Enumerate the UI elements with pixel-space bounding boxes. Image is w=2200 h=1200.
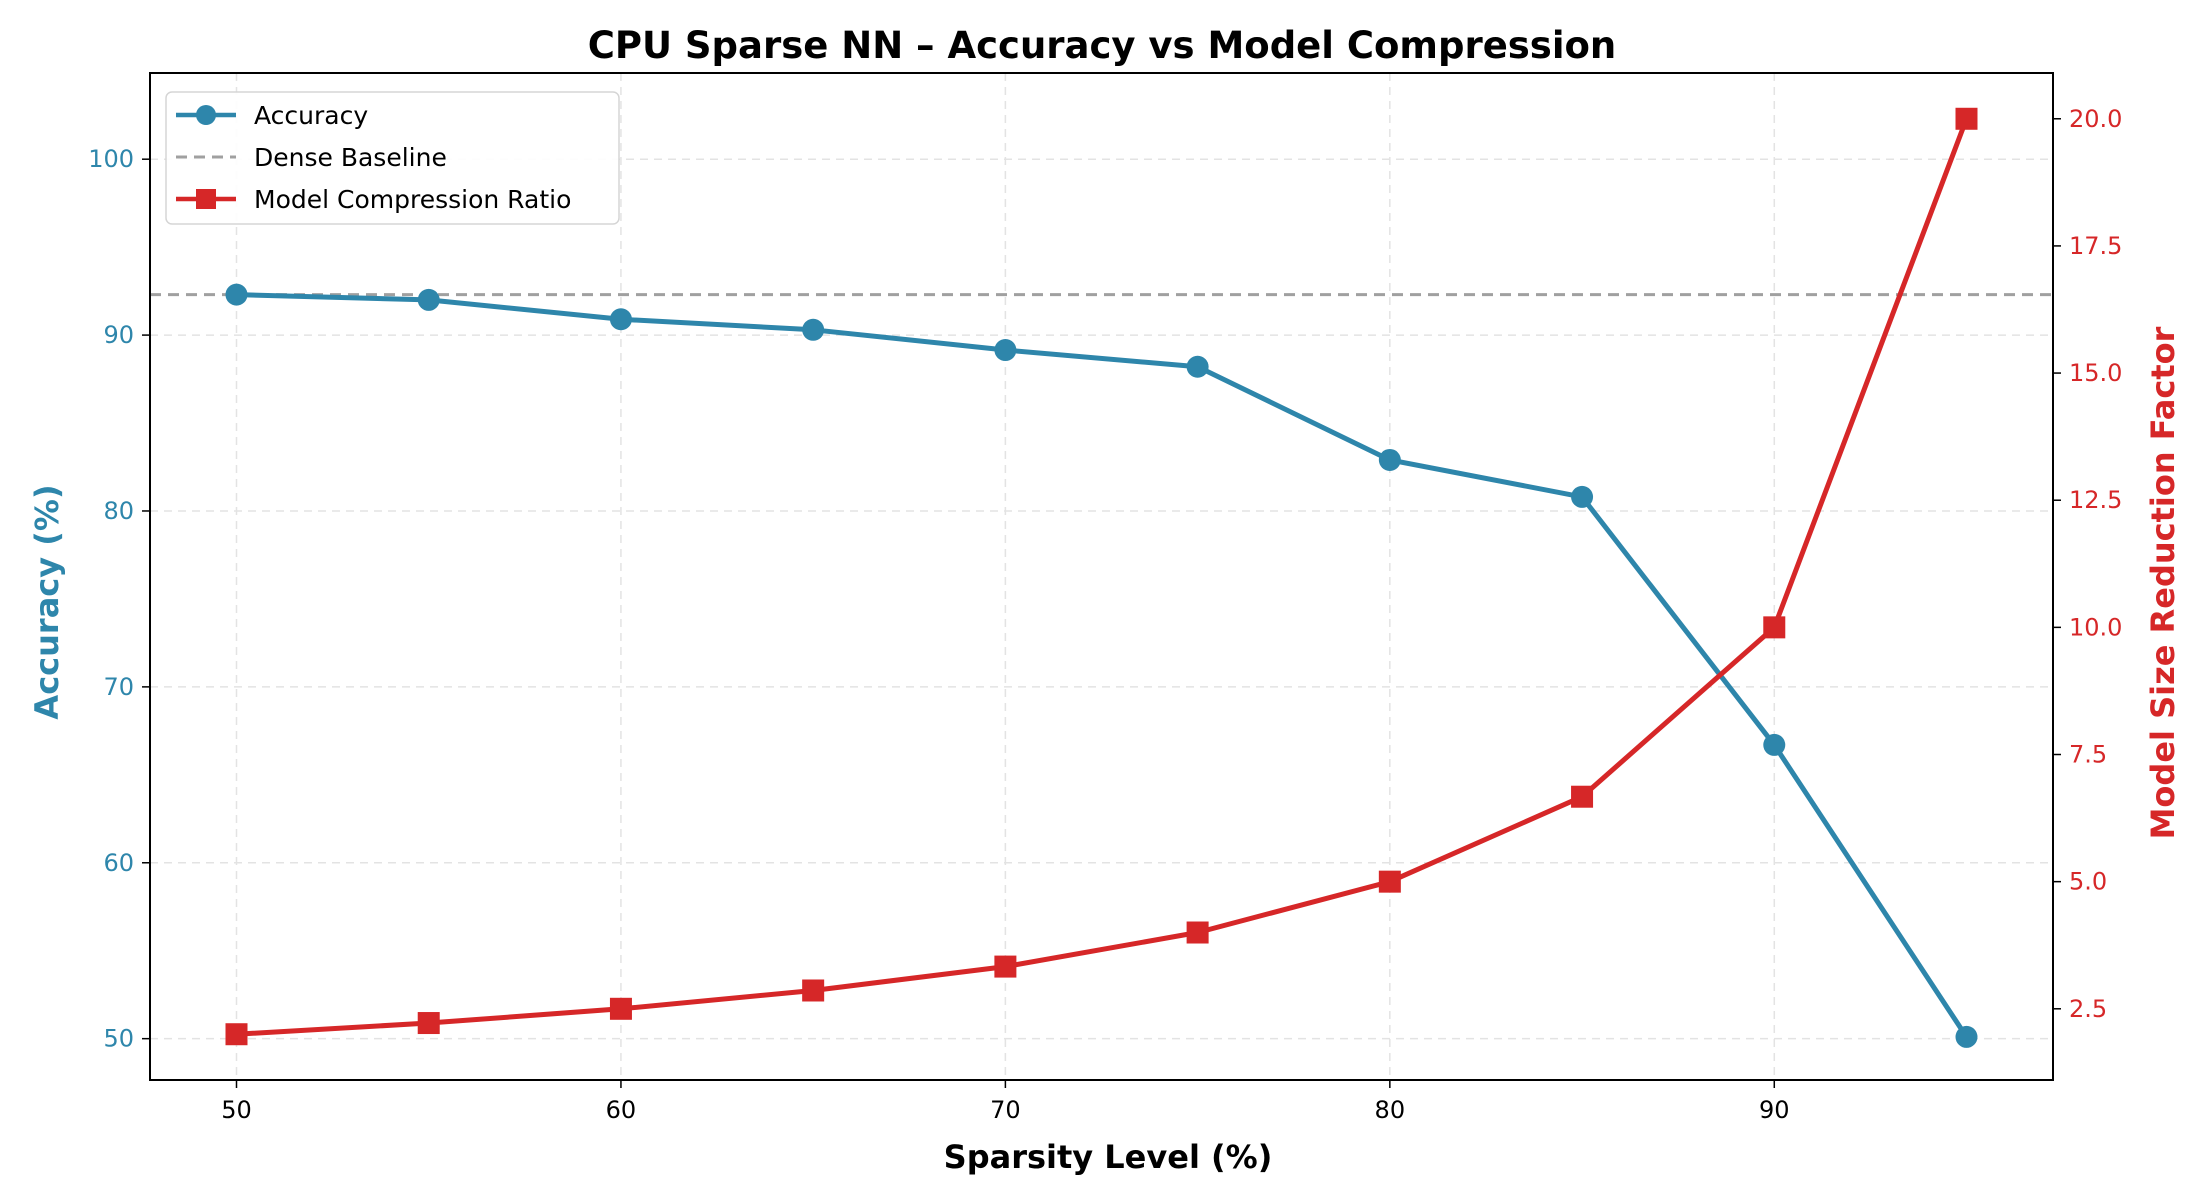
accuracy-point-65 [802,318,825,341]
x-tick-label-70: 70 [990,1096,1021,1124]
compression-point-70 [994,955,1017,978]
compression-point-55 [417,1012,440,1035]
accuracy-point-75 [1186,355,1209,378]
accuracy-series [225,283,1978,1048]
y-right-tick-label-15-0: 15.0 [2069,359,2122,387]
accuracy-point-60 [609,308,632,331]
compression-line [234,116,1969,1037]
compression-point-50 [225,1023,248,1046]
y-right-tick-label-2-5: 2.5 [2069,995,2107,1023]
legend-item-model-compression-ratio: Model Compression Ratio [176,185,571,214]
y-right-tick-label-10-0: 10.0 [2069,613,2122,641]
compression-point-90 [1763,616,1786,639]
compression-point-85 [1571,785,1594,808]
y-left-tick-label-90: 90 [103,321,134,349]
series-layer [225,107,1978,1048]
legend-box [165,91,620,225]
legend-accuracy-marker [196,105,216,125]
compression-point-65 [802,979,825,1002]
x-axis-label: Sparsity Level (%) [944,1138,1273,1176]
y-axis-left-label: Accuracy (%) [28,484,66,719]
accuracy-point-95 [1955,1025,1978,1048]
accuracy-point-80 [1378,448,1401,471]
y-axis-left: 50 60 70 80 90 100 [88,145,150,1053]
accuracy-point-70 [994,339,1017,362]
y-right-tick-label-5-0: 5.0 [2069,868,2107,896]
compression-point-75 [1186,921,1209,944]
y-right-tick-label-12-5: 12.5 [2069,486,2122,514]
y-right-tick-label-7-5: 7.5 [2069,741,2107,769]
grid [150,73,2053,1080]
y-left-tick-label-100: 100 [88,145,134,173]
x-tick-label-60: 60 [606,1096,637,1124]
legend-model-compression-ratio-label: Model Compression Ratio [254,185,571,214]
accuracy-point-85 [1571,485,1594,508]
compression-point-60 [609,997,632,1020]
y-left-tick-label-80: 80 [103,497,134,525]
compression-point-80 [1378,870,1401,893]
compression-series [225,107,1978,1046]
legend-model-compression-ratio-marker [196,189,216,209]
x-axis: 50 60 70 80 90 [221,1080,1790,1124]
accuracy-point-90 [1763,733,1786,756]
y-axis-right-label: Model Size Reduction Factor [2144,326,2182,839]
plot-frame [149,72,2054,1081]
legend: Accuracy Dense Baseline Model Compressio… [165,91,620,225]
x-tick-label-80: 80 [1375,1096,1406,1124]
legend-item-dense-baseline: Dense Baseline [176,143,447,172]
legend-item-accuracy: Accuracy [176,101,368,130]
y-right-tick-label-17-5: 17.5 [2069,232,2122,260]
y-left-tick-label-70: 70 [103,673,134,701]
x-tick-label-90: 90 [1759,1096,1790,1124]
accuracy-point-50 [225,283,248,306]
y-left-tick-label-60: 60 [103,849,134,877]
x-tick-label-50: 50 [221,1096,252,1124]
legend-dense-baseline-label: Dense Baseline [254,143,447,172]
chart-title: CPU Sparse NN – Accuracy vs Model Compre… [588,24,1617,67]
legend-accuracy-label: Accuracy [254,101,368,130]
compression-point-95 [1955,107,1978,130]
y-left-tick-label-50: 50 [103,1025,134,1053]
y-axis-right: 2.5 5.0 7.5 10.0 12.5 15.0 17.5 20.0 [2053,105,2122,1023]
y-right-tick-label-20-0: 20.0 [2069,105,2122,133]
accuracy-point-55 [417,288,440,311]
accuracy-line [234,292,1969,1040]
